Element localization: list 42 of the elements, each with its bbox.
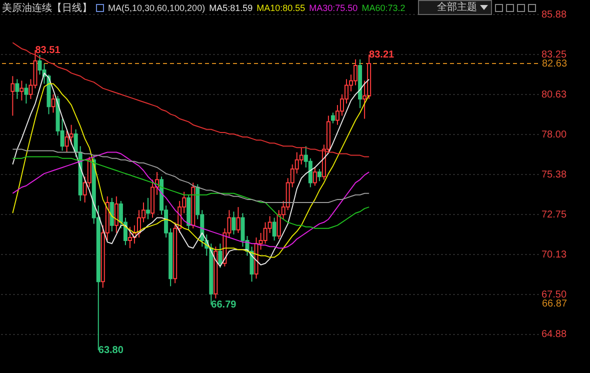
candlestick (38, 54, 42, 76)
y-tick-label: 85.88 (542, 10, 567, 21)
annotation: 63.80 (98, 345, 124, 356)
chart-subtitle: MA(5,10,30,60,100,200) (108, 3, 206, 13)
candlestick (24, 83, 28, 104)
line-series (12, 42, 370, 158)
y-tick-label: 80.63 (542, 89, 567, 100)
ref-line-label: 82.63 (542, 58, 568, 70)
text: 66.87 (542, 298, 568, 310)
candlestick (232, 211, 236, 235)
candlestick (110, 197, 114, 232)
candlestick (69, 124, 74, 146)
candlestick (272, 217, 276, 242)
candlestick (146, 197, 150, 220)
y-tick-label: 70.13 (542, 249, 567, 260)
y-tick-label: 78.00 (542, 129, 567, 140)
candlestick (317, 168, 322, 182)
y-tick-label: 64.88 (542, 329, 567, 340)
y-tick-label: 72.75 (542, 209, 567, 220)
candlestick (10, 76, 15, 116)
candlestick (236, 206, 240, 234)
text: MA10:80.55 (256, 3, 306, 13)
candlestick (15, 78, 20, 100)
annotation: 83.51 (35, 45, 61, 56)
text: 全部主题 (437, 2, 477, 13)
candlestick (51, 94, 56, 114)
candlestick (114, 196, 118, 234)
candlestick (20, 80, 24, 101)
y-tick-label: 67.50 (542, 289, 567, 300)
candlestick (308, 158, 312, 188)
annotation: 83.21 (369, 50, 395, 61)
chart-title: 美原油连续【日线】 (2, 2, 92, 15)
y-tick-label: 83.25 (542, 50, 567, 61)
candlestick (330, 112, 335, 124)
text: MA30:75.50 (309, 3, 358, 13)
y-tick-label: 75.38 (542, 169, 567, 180)
candlestick (312, 166, 317, 186)
candlestick (218, 243, 222, 268)
candlestick (74, 128, 78, 158)
annotation: 66.79 (211, 300, 237, 311)
text: MA5:81.59 (209, 3, 253, 13)
text: MA60:73.2 (362, 3, 406, 13)
